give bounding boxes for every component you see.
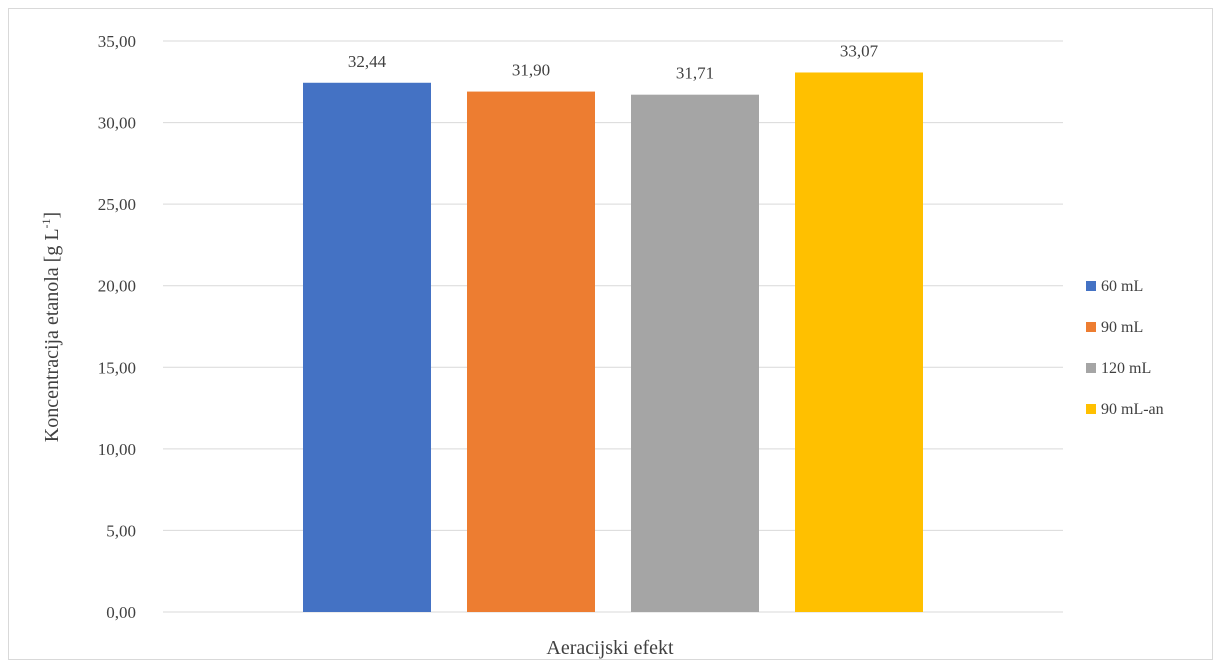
y-tick-label: 20,00 bbox=[98, 277, 136, 296]
y-axis-title-end: ] bbox=[41, 212, 63, 219]
legend: 60 mL 90 mL 120 mL 90 mL-an bbox=[1086, 278, 1164, 418]
legend-swatch bbox=[1086, 363, 1096, 373]
y-axis-title: Koncentracija etanola [g L-1] bbox=[39, 212, 63, 442]
y-axis-ticks: 0,00 5,00 10,00 15,00 20,00 25,00 30,00 35,00 bbox=[98, 32, 136, 622]
y-tick-label: 30,00 bbox=[98, 114, 136, 133]
y-tick-label: 0,00 bbox=[106, 603, 136, 622]
y-axis-title-main: Koncentracija etanola [g L bbox=[41, 228, 63, 442]
bar-90-ml-an bbox=[795, 72, 923, 612]
y-tick-label: 10,00 bbox=[98, 440, 136, 459]
bars bbox=[303, 72, 923, 613]
legend-label: 90 mL-an bbox=[1101, 401, 1164, 418]
y-tick-label: 15,00 bbox=[98, 358, 136, 377]
y-tick-label: 5,00 bbox=[106, 521, 136, 540]
bar-120-ml bbox=[631, 94, 759, 612]
y-tick-label: 25,00 bbox=[98, 195, 136, 214]
legend-label: 60 mL bbox=[1101, 278, 1143, 295]
data-label: 33,07 bbox=[840, 41, 879, 60]
gridlines bbox=[163, 40, 1063, 613]
data-label: 31,90 bbox=[512, 61, 550, 80]
data-label: 32,44 bbox=[348, 52, 387, 71]
legend-swatch bbox=[1086, 404, 1096, 414]
legend-label: 90 mL bbox=[1101, 319, 1143, 336]
legend-swatch bbox=[1086, 322, 1096, 332]
x-axis-title: Aeracijski efekt bbox=[546, 637, 674, 659]
legend-swatch bbox=[1086, 281, 1096, 291]
chart-frame bbox=[8, 8, 1213, 660]
y-axis-title-superscript: -1 bbox=[39, 218, 53, 228]
data-label: 31,71 bbox=[676, 64, 714, 83]
bar-90-ml bbox=[467, 91, 595, 613]
bar-60-ml bbox=[303, 82, 431, 612]
y-tick-label: 35,00 bbox=[98, 32, 136, 51]
legend-label: 120 mL bbox=[1101, 360, 1151, 377]
data-labels: 32,44 31,90 31,71 33,07 bbox=[348, 41, 879, 82]
